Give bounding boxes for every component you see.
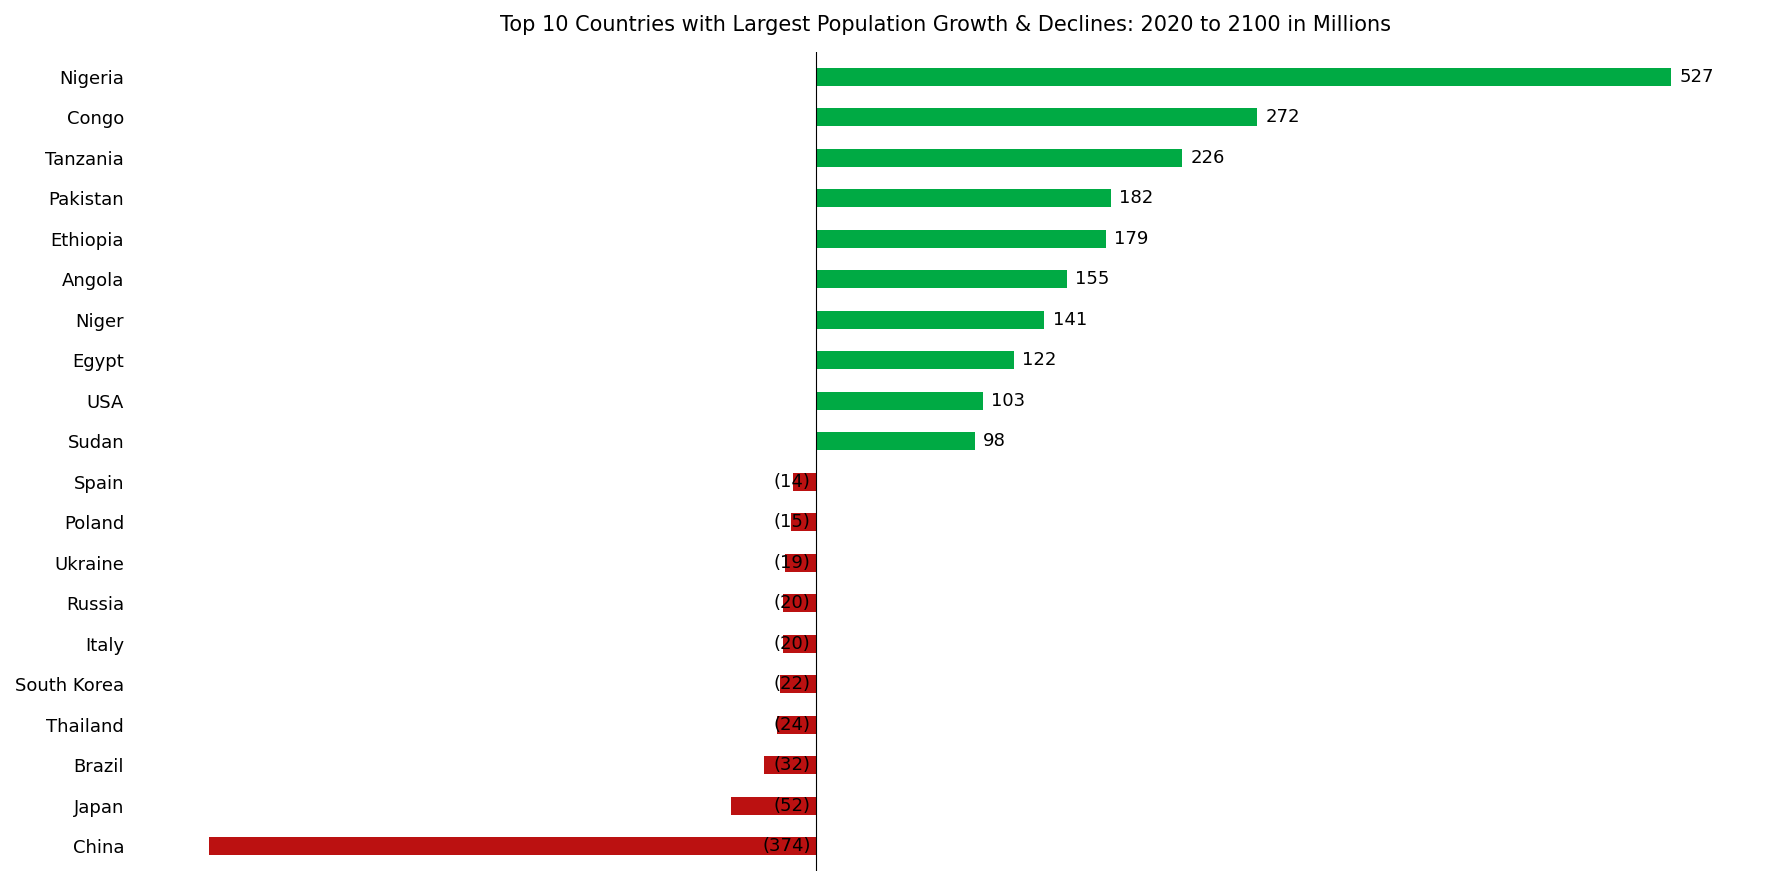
Text: (32): (32) <box>774 756 812 774</box>
Text: (19): (19) <box>774 554 812 571</box>
Text: 182: 182 <box>1120 190 1154 207</box>
Text: 122: 122 <box>1022 351 1056 369</box>
Bar <box>780 675 815 693</box>
Bar <box>815 392 983 410</box>
Text: (374): (374) <box>762 837 812 855</box>
Text: (52): (52) <box>774 797 812 814</box>
Text: (20): (20) <box>774 595 812 612</box>
Text: 272: 272 <box>1265 108 1299 126</box>
Text: 179: 179 <box>1115 229 1148 248</box>
Bar <box>815 270 1067 288</box>
Text: 103: 103 <box>991 392 1024 409</box>
Bar <box>792 472 815 491</box>
Text: 98: 98 <box>983 432 1006 450</box>
Bar <box>783 594 815 612</box>
Text: 226: 226 <box>1191 149 1224 167</box>
Text: (22): (22) <box>774 675 812 693</box>
Bar <box>764 756 815 774</box>
Text: 527: 527 <box>1680 67 1714 86</box>
Bar <box>815 229 1106 248</box>
Bar <box>209 837 815 855</box>
Bar <box>815 149 1182 167</box>
Text: (14): (14) <box>774 472 812 491</box>
Bar <box>732 797 815 815</box>
Bar <box>776 716 815 734</box>
Bar <box>815 311 1044 329</box>
Text: (24): (24) <box>774 716 812 734</box>
Bar <box>783 634 815 653</box>
Bar <box>792 513 815 532</box>
Bar <box>785 554 815 571</box>
Text: 155: 155 <box>1076 270 1109 288</box>
Bar <box>815 189 1111 207</box>
Bar <box>815 351 1014 369</box>
Text: 141: 141 <box>1053 311 1086 329</box>
Bar <box>815 67 1671 86</box>
Text: (15): (15) <box>774 513 812 532</box>
Text: (20): (20) <box>774 634 812 653</box>
Bar <box>815 432 975 450</box>
Bar <box>815 108 1256 127</box>
Title: Top 10 Countries with Largest Population Growth & Declines: 2020 to 2100 in Mill: Top 10 Countries with Largest Population… <box>500 15 1391 35</box>
